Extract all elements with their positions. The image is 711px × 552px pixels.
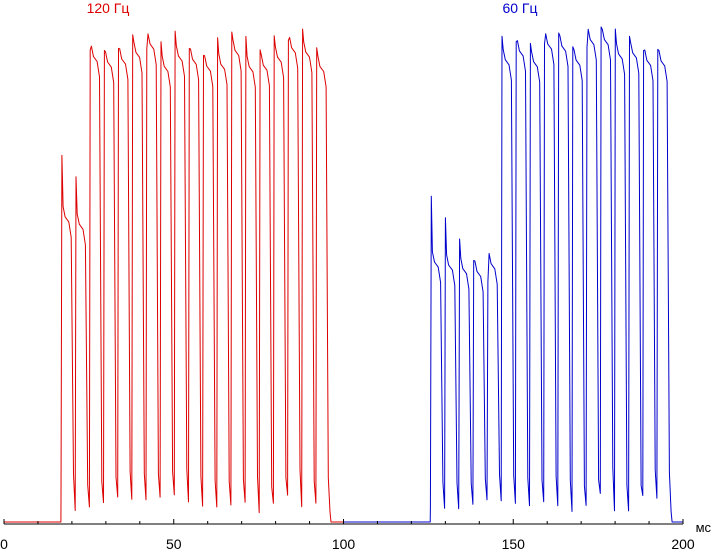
x-tick-label-100: 100: [332, 536, 356, 552]
x-tick-label-150: 150: [502, 536, 526, 552]
x-unit-label: мс: [696, 520, 711, 535]
series-label-60hz: 60 Гц: [502, 0, 537, 16]
x-ticks: 0 50 100 150 200: [0, 519, 695, 552]
series-line-120hz: [4, 28, 344, 523]
series-line-60hz: [343, 26, 683, 523]
x-tick-label-200: 200: [671, 536, 695, 552]
series-layer: [4, 26, 683, 523]
x-tick-label-50: 50: [166, 536, 182, 552]
x-tick-label-0: 0: [0, 536, 8, 552]
series-label-120hz: 120 Гц: [87, 0, 130, 16]
